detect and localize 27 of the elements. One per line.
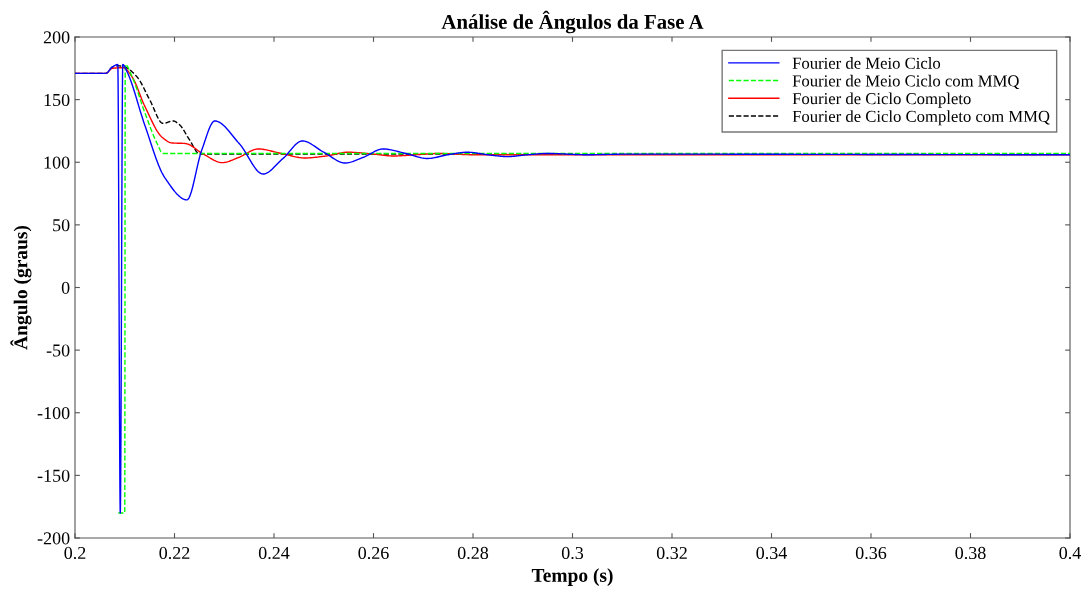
legend-label: Fourier de Meio Ciclo com MMQ (792, 74, 1020, 90)
x-tick-label: 0.4 (1059, 546, 1081, 560)
y-tick-label: 200 (43, 31, 70, 44)
chart-title: Análise de Ângulos da Fase A (441, 10, 704, 34)
legend-label: Fourier de Ciclo Completo com MMQ (792, 110, 1050, 126)
legend-label: Fourier de Ciclo Completo (792, 92, 971, 108)
x-tick-label: 0.22 (159, 546, 190, 560)
y-tick-label: 0 (61, 281, 70, 294)
x-tick-label: 0.36 (855, 546, 887, 560)
y-axis-title: Ângulo (graus) (10, 225, 32, 350)
y-tick-label: 50 (53, 219, 70, 232)
y-tick-label: 100 (44, 156, 70, 169)
y-tick-label: -100 (37, 407, 70, 420)
x-tick-label: 0.34 (756, 546, 788, 560)
x-tick-label: 0.24 (258, 546, 290, 560)
x-axis-title: Tempo (s) (531, 568, 613, 586)
y-tick-label: 150 (44, 93, 70, 107)
x-tick-label: 0.26 (358, 546, 389, 560)
y-tick-label: -50 (46, 344, 70, 357)
y-tick-label: -150 (37, 469, 70, 482)
legend-label: Fourier de Meio Ciclo (792, 57, 941, 69)
x-tick-label: 0.32 (656, 546, 687, 560)
x-tick-label: 0.28 (457, 546, 489, 560)
x-tick-label: 0.38 (955, 546, 986, 560)
x-tick-label: 0.2 (64, 546, 86, 560)
y-tick-label: -200 (37, 532, 70, 545)
x-tick-label: 0.3 (561, 546, 584, 560)
